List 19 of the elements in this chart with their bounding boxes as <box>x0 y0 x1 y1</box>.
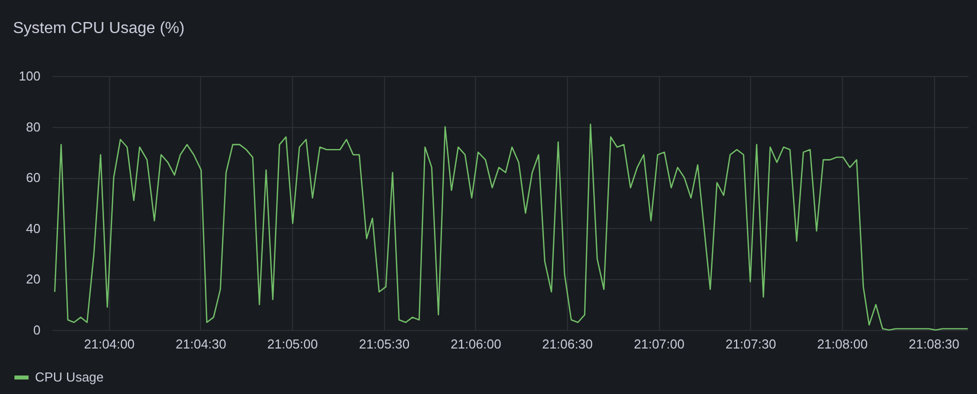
y-tick-label: 100 <box>18 68 40 84</box>
x-tick-label: 21:04:00 <box>84 336 135 352</box>
y-tick-label: 80 <box>26 119 40 134</box>
x-tick-label: 21:07:30 <box>725 336 776 352</box>
x-tick-label: 21:06:00 <box>450 336 502 352</box>
x-tick-label: 21:07:00 <box>634 336 684 352</box>
y-tick-label: 40 <box>26 220 40 236</box>
x-tick-label: 21:08:00 <box>817 336 868 352</box>
y-tick-label: 0 <box>33 322 40 338</box>
y-tick-label: 20 <box>26 272 40 287</box>
line-series <box>54 124 968 331</box>
y-tick-label: 60 <box>26 170 40 186</box>
x-tick-label: 21:04:30 <box>176 336 226 352</box>
x-tick-label: 21:06:30 <box>542 336 593 352</box>
x-tick-label: 21:05:00 <box>267 336 318 352</box>
x-tick-label: 21:05:30 <box>358 336 410 352</box>
x-tick-label: 21:08:30 <box>908 336 960 352</box>
legend-label: CPU Usage <box>35 370 104 384</box>
chart-title: System CPU Usage (%) <box>13 20 185 37</box>
